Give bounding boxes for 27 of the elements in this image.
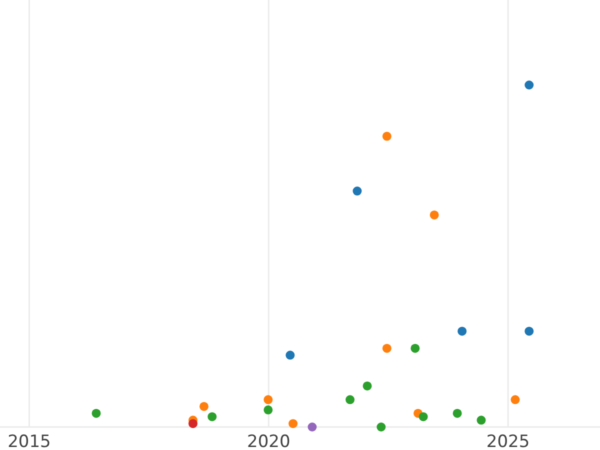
point (458, 326, 467, 336)
point (288, 419, 298, 428)
point (382, 344, 392, 353)
point (382, 132, 392, 141)
x-tick-label: 2020 (247, 432, 290, 450)
point (352, 186, 362, 196)
x-tick-label: 2025 (486, 432, 530, 450)
point (264, 405, 273, 414)
point (208, 412, 217, 422)
point (346, 395, 355, 404)
point (410, 344, 420, 353)
point (452, 408, 462, 418)
point (92, 408, 101, 418)
point (430, 210, 439, 220)
point (308, 422, 317, 432)
x-tick-label: 2015 (8, 432, 51, 450)
point (418, 412, 428, 422)
point (286, 350, 295, 360)
point (188, 419, 198, 428)
point (510, 395, 520, 404)
point (362, 381, 372, 390)
point (524, 326, 534, 336)
point (199, 402, 208, 411)
point (264, 395, 273, 404)
point (524, 80, 534, 90)
point (476, 416, 486, 425)
point (376, 422, 386, 432)
